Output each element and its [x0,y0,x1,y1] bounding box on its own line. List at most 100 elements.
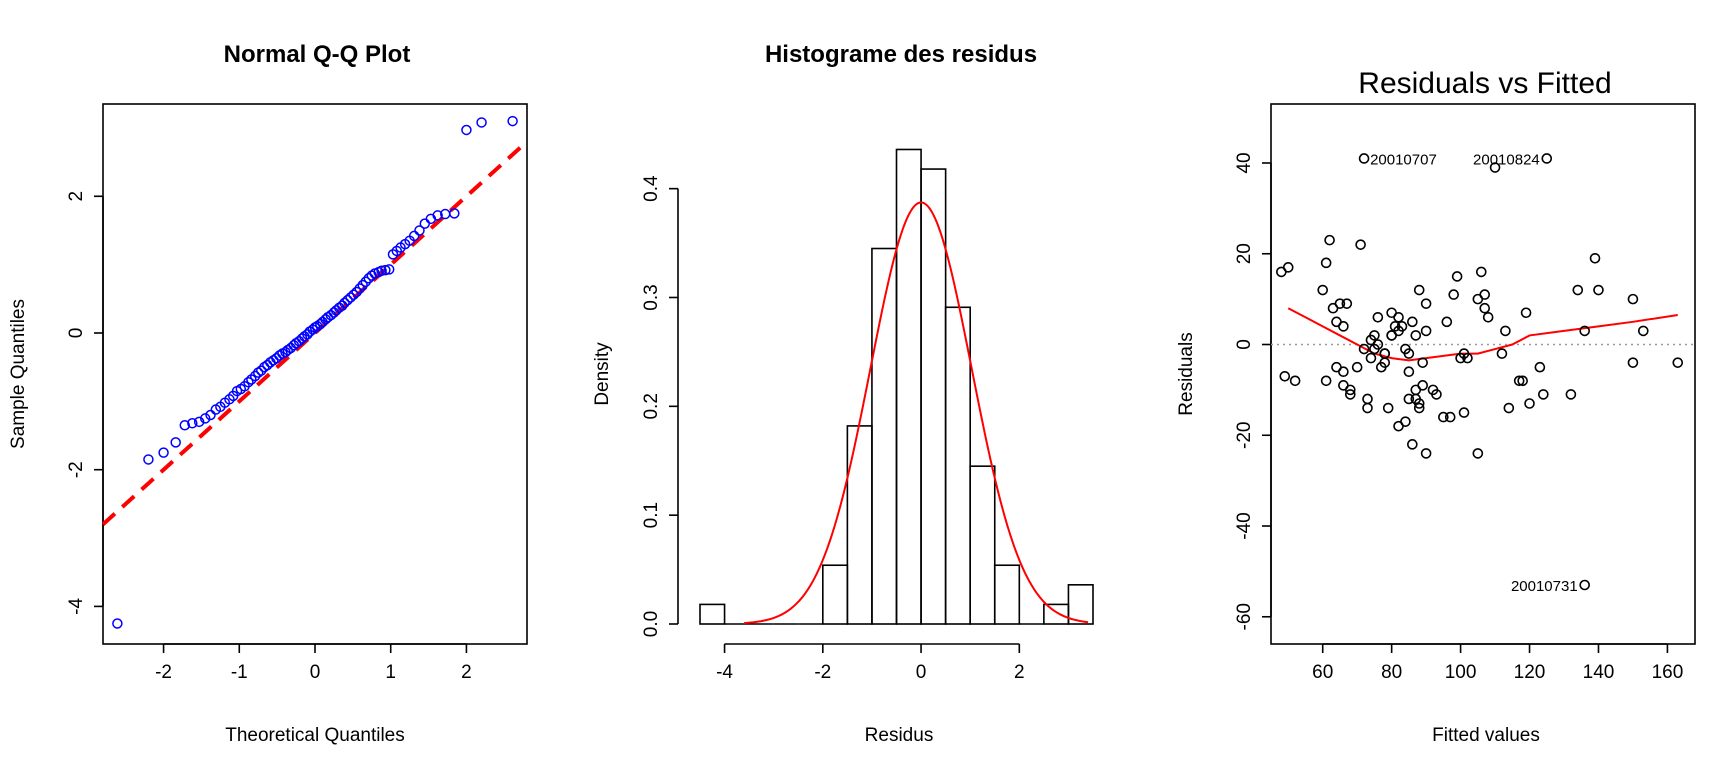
x-tick-label: -2 [155,662,172,683]
residual-point [1565,389,1577,400]
qq-points [112,115,518,629]
qq-point [408,230,420,242]
y-tick-label: 2 [66,191,87,202]
y-tick-label: -40 [1234,512,1255,539]
x-tick-label: 2 [461,662,472,683]
residual-point [1376,361,1387,373]
qq-point [255,365,267,376]
qq-point [414,225,425,236]
qq-point [337,300,348,311]
histogram-bar [1067,584,1094,625]
y-tick-label: -2 [66,461,87,478]
residual-point [1338,366,1349,378]
residual-point [1458,407,1470,418]
x-tick-label: -1 [231,662,248,683]
qq-point [199,413,211,424]
histogram-bar [822,564,849,625]
qq-plot-title: Normal Q-Q Plot [224,41,411,68]
residual-point [1413,398,1425,409]
qq-point [339,297,350,309]
qq-point [380,264,391,276]
x-tick-label: 100 [1445,662,1477,683]
residual-point [1637,325,1649,337]
residual-point [1627,357,1639,368]
qq-line-segment [101,140,529,526]
residual-point [1538,389,1549,400]
outlier-label: 20010824 [1473,151,1540,168]
residual-point [1479,302,1491,314]
x-tick-label: 160 [1652,662,1684,683]
residual-point [1279,370,1291,382]
residuals-panel: Residuals vs Fitted 60 80 100 120 140 160 -60 -… [1176,67,1696,746]
residual-point [1441,316,1453,328]
residuals-title: Residuals vs Fitted [1358,67,1611,100]
residual-point [1503,402,1515,414]
qq-y-axis-label: Sample Quantiles [8,299,29,449]
residual-point [1475,266,1487,278]
histogram-axes: -4 -2 0 2 0.0 0.1 0.2 0.3 0.4 [641,175,1025,683]
residual-point [1524,398,1535,409]
smoother-path [1287,307,1678,362]
histogram-bar [1043,603,1070,625]
residual-point [1341,298,1353,309]
histogram-bar [969,465,996,625]
residual-point [1403,348,1415,359]
residual-point [1420,298,1432,309]
density-curve [744,201,1089,625]
qq-point [179,420,191,431]
residual-point [1403,393,1415,405]
histogram-bar [993,564,1021,625]
qq-point [449,208,460,219]
residual-point [1627,293,1639,305]
y-tick-label: -20 [1234,422,1255,449]
qq-point [205,409,216,421]
residual-point [1579,325,1590,337]
qq-point [187,417,198,429]
x-tick-label: 140 [1583,662,1615,683]
x-tick-label: 1 [385,662,396,683]
residual-point [1496,348,1508,359]
residual-point [1517,375,1528,387]
residuals-frame [1270,103,1696,645]
y-tick-label: 0.3 [641,284,662,310]
qq-point [432,210,443,221]
residual-point [1410,330,1422,341]
residual-point [1444,411,1456,423]
qq-plot-axes: -2 -1 0 1 2 -4 -2 0 2 [66,191,472,683]
qq-point [476,117,487,128]
residual-point [1344,384,1356,396]
qq-point [170,437,181,448]
outlier-label: 20010731 [1511,578,1578,595]
x-tick-label: 120 [1514,662,1546,683]
residual-point [1534,361,1546,373]
qq-point [351,286,362,298]
residual-point [1289,375,1301,387]
histogram-bar [699,603,726,625]
residual-point [1500,325,1511,337]
residual-point [1520,307,1532,319]
qq-point [249,370,261,382]
residual-point [1479,289,1491,300]
smoother-line [1287,307,1678,362]
qq-point [507,115,518,127]
y-tick-label: 20 [1234,243,1255,264]
residual-point [1351,361,1363,373]
residual-point [1327,302,1339,314]
residual-point [1324,234,1335,246]
residuals-y-axis-label: Residuals [1176,332,1197,415]
residual-point [1369,343,1380,355]
residual-point [1369,330,1380,341]
histogram-bar [944,306,971,625]
qq-point [348,289,359,300]
qq-point [419,218,431,229]
y-tick-label: 0 [1234,339,1255,350]
residual-point [1413,402,1425,414]
x-tick-label: 0 [916,662,927,683]
residual-point [1282,262,1294,273]
histogram-bar [895,148,922,625]
residual-point [1403,366,1415,378]
x-tick-label: 2 [1014,662,1025,683]
qq-point [158,447,169,458]
qq-point [252,367,264,378]
qq-point [309,322,321,333]
